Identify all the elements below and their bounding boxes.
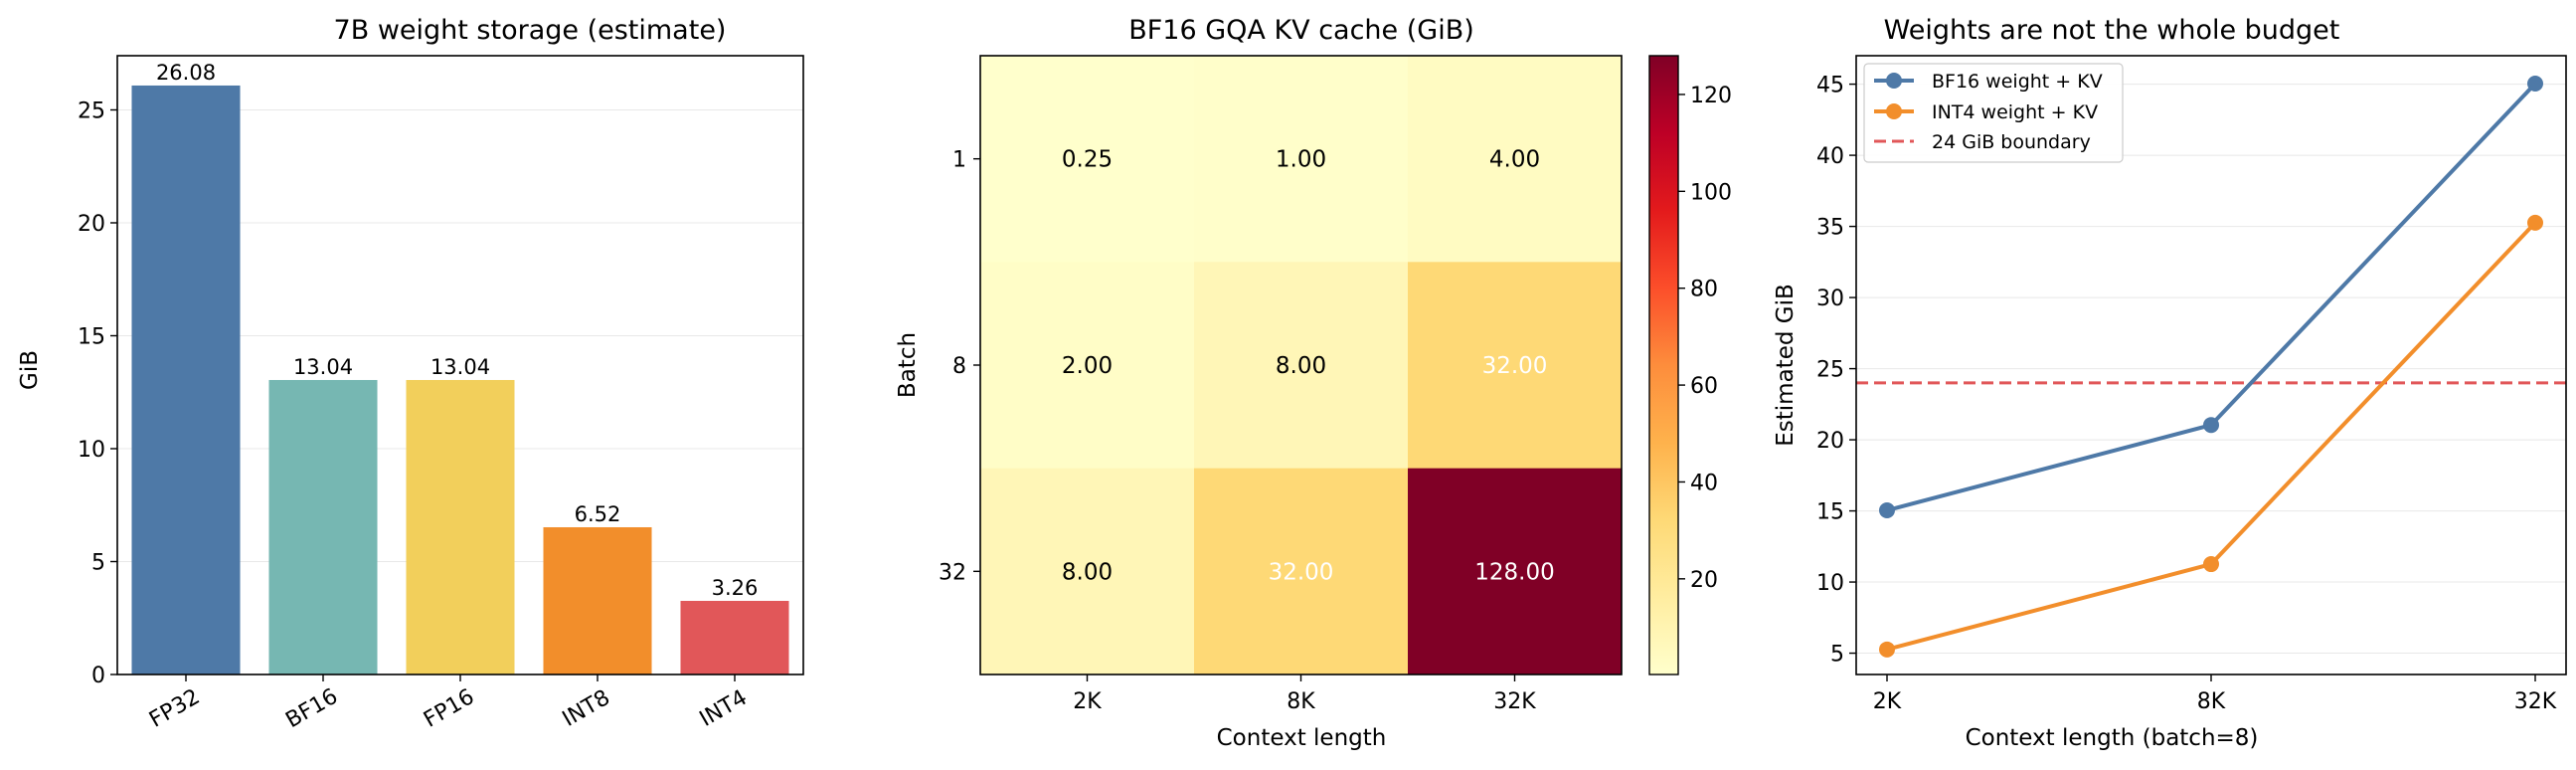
heatmap-cell-label: 32.00 xyxy=(1269,559,1334,585)
bar-value-label: 6.52 xyxy=(575,502,621,526)
legend: BF16 weight + KV INT4 weight + KV 24 GiB… xyxy=(1863,63,2124,163)
bar-xtick-label: FP32 xyxy=(145,684,204,733)
heatmap-panel: BF16 GQA KV cache (GiB) Context length B… xyxy=(895,15,1732,751)
bar-value-label: 26.08 xyxy=(156,61,216,85)
bar-ytick-label: 5 xyxy=(91,550,105,575)
heatmap-frame xyxy=(979,55,1623,675)
line-ytick-label: 10 xyxy=(1816,571,1844,596)
heatmap-cell xyxy=(1408,468,1623,675)
heatmap-cell xyxy=(1408,56,1623,263)
colorbar-tick-label: 100 xyxy=(1690,180,1732,205)
legend-label-bf16: BF16 weight + KV xyxy=(1932,71,2103,93)
heatmap-xtick-label: 32K xyxy=(1493,689,1536,714)
series-line-1 xyxy=(1886,221,2537,652)
bar-ytick-label: 0 xyxy=(91,664,105,688)
colorbar-tick-label: 120 xyxy=(1690,84,1732,108)
line-chart-frame xyxy=(1855,55,2567,675)
heatmap-ylabel: Batch xyxy=(895,332,921,398)
line-ytick-label: 35 xyxy=(1816,216,1844,241)
line-ytick-label: 30 xyxy=(1816,287,1844,311)
bar-xtick-label: BF16 xyxy=(281,684,342,734)
heatmap-ytick-label: 8 xyxy=(952,354,966,379)
bar-ytick-label: 25 xyxy=(78,98,105,123)
heatmap-cell-label: 1.00 xyxy=(1276,147,1326,173)
heatmap-cell-label: 0.25 xyxy=(1062,147,1113,173)
line-chart-title: Weights are not the whole budget xyxy=(1884,15,2340,46)
heatmap-cell xyxy=(980,56,1195,263)
legend-label-int4: INT4 weight + KV xyxy=(1932,101,2098,123)
legend-marker-int4 xyxy=(1886,103,1902,119)
bar-chart-title: 7B weight storage (estimate) xyxy=(334,15,727,46)
bar-xtick-label: INT8 xyxy=(559,685,614,732)
series-point xyxy=(1879,641,1895,658)
heatmap-cell-label: 128.00 xyxy=(1474,559,1554,585)
heatmap-cell xyxy=(980,262,1195,470)
colorbar xyxy=(1648,55,1679,675)
legend-box xyxy=(1863,63,2124,163)
heatmap-cell xyxy=(1194,56,1409,263)
line-ytick-label: 15 xyxy=(1816,500,1844,525)
bar-bf16 xyxy=(268,379,378,674)
heatmap-cell-label: 32.00 xyxy=(1482,353,1548,379)
series-point xyxy=(2203,417,2219,434)
legend-marker-bf16 xyxy=(1886,73,1902,89)
series-point xyxy=(2527,76,2543,93)
bar-fp16 xyxy=(406,379,515,674)
heatmap-ytick-label: 1 xyxy=(952,148,966,173)
heatmap-xlabel: Context length xyxy=(1217,725,1387,751)
line-ytick-label: 25 xyxy=(1816,358,1844,383)
line-xtick-label: 2K xyxy=(1873,689,1902,714)
heatmap-xtick-label: 8K xyxy=(1287,689,1315,714)
heatmap-title: BF16 GQA KV cache (GiB) xyxy=(1128,15,1474,46)
bar-value-label: 13.04 xyxy=(430,355,490,379)
heatmap-cell xyxy=(1194,262,1409,470)
bar-int8 xyxy=(543,526,652,674)
bar-chart-frame xyxy=(116,55,804,675)
series-point xyxy=(1879,501,1895,518)
series-point xyxy=(2203,556,2219,573)
heatmap-cell-label: 8.00 xyxy=(1276,353,1326,379)
bar-chart-ylabel: GiB xyxy=(17,350,43,390)
bar-ytick-label: 15 xyxy=(78,324,105,349)
bar-ytick-label: 20 xyxy=(78,212,105,237)
bar-value-label: 13.04 xyxy=(293,355,353,379)
bar-ytick-label: 10 xyxy=(78,438,105,463)
bar-value-label: 3.26 xyxy=(712,576,759,600)
colorbar-tick-label: 60 xyxy=(1690,374,1718,399)
heatmap-cell xyxy=(1194,468,1409,675)
bar-xtick-label: INT4 xyxy=(696,685,752,732)
line-ytick-label: 45 xyxy=(1816,74,1844,98)
colorbar-tick-label: 80 xyxy=(1690,278,1718,302)
heatmap-ytick-label: 32 xyxy=(939,560,966,585)
heatmap-cell-label: 8.00 xyxy=(1062,559,1113,585)
line-xtick-label: 8K xyxy=(2197,689,2226,714)
colorbar-tick-label: 20 xyxy=(1690,568,1718,593)
heatmap-cell-label: 4.00 xyxy=(1489,147,1540,173)
series-point xyxy=(2527,214,2543,231)
line-chart-xlabel: Context length (batch=8) xyxy=(1966,725,2259,751)
heatmap-cell xyxy=(980,468,1195,675)
line-ytick-label: 20 xyxy=(1816,429,1844,454)
legend-label-boundary: 24 GiB boundary xyxy=(1932,131,2091,153)
bar-xtick-label: FP16 xyxy=(420,684,478,733)
line-xtick-label: 32K xyxy=(2514,689,2557,714)
heatmap-cell-label: 2.00 xyxy=(1062,353,1113,379)
line-ytick-label: 40 xyxy=(1816,144,1844,169)
line-chart-panel: Weights are not the whole budget Context… xyxy=(1773,15,2567,751)
bar-int4 xyxy=(680,600,789,674)
heatmap-cell xyxy=(1408,262,1623,470)
heatmap-xtick-label: 2K xyxy=(1073,689,1102,714)
line-chart-ylabel: Estimated GiB xyxy=(1773,284,1799,447)
line-ytick-label: 5 xyxy=(1830,643,1844,668)
colorbar-tick-label: 40 xyxy=(1690,471,1718,495)
bar-fp32 xyxy=(131,85,241,674)
bar-chart-panel: 7B weight storage (estimate) GiB 26.08 13… xyxy=(17,15,804,734)
